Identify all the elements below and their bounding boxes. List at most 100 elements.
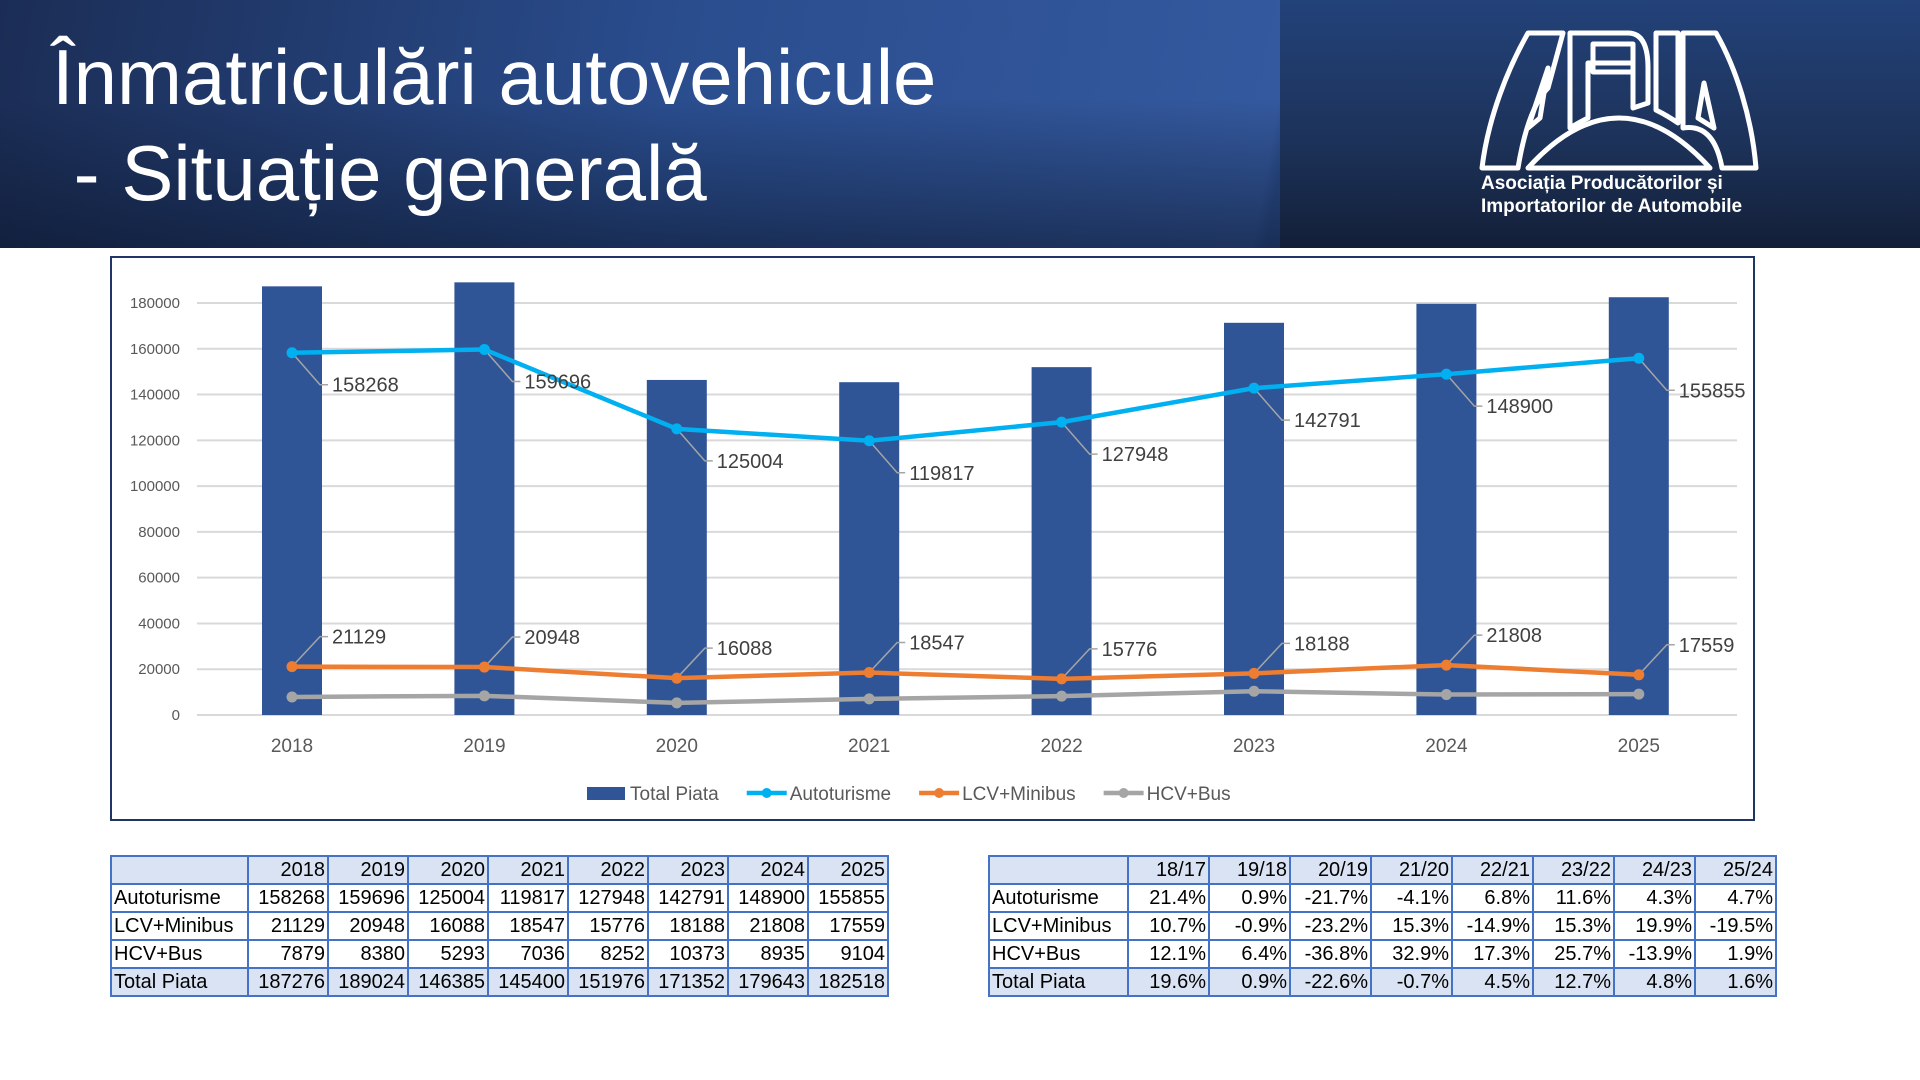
row-label xyxy=(988,855,1129,885)
table-cell: 8252 xyxy=(567,939,649,969)
logo-panel xyxy=(1280,0,1920,248)
x-tick-label: 2021 xyxy=(848,736,890,757)
data-label-autoturisme: 158268 xyxy=(332,375,399,397)
data-label-leader xyxy=(1253,642,1290,674)
y-tick-label: 0 xyxy=(172,707,180,724)
table-cell: 25/24 xyxy=(1694,855,1777,885)
bar-total-piata xyxy=(646,379,707,715)
data-label-leader xyxy=(868,641,906,674)
y-tick-label: 120000 xyxy=(130,432,180,449)
line-autoturisme xyxy=(291,347,1639,444)
table-cell: 187276 xyxy=(247,967,329,997)
table-cell: 20948 xyxy=(327,911,409,941)
table-header-row: 2018 2019 2020 2021 2022 2023 2024 2025 xyxy=(110,855,889,885)
table-cell: 1.9% xyxy=(1694,939,1777,969)
data-label-leader xyxy=(483,348,521,383)
row-label: Autoturisme xyxy=(110,883,249,913)
table-cell: 25.7% xyxy=(1532,939,1615,969)
point-hcv-bus xyxy=(478,690,490,702)
table-cell: 146385 xyxy=(407,967,489,997)
table-cell: 9104 xyxy=(807,939,889,969)
table-cell: 171352 xyxy=(647,967,729,997)
bar-total-piata xyxy=(839,382,900,715)
legend-swatch-total-piata xyxy=(587,787,625,800)
table-cell: 127948 xyxy=(567,883,649,913)
logo-caption-line2: Importatorilor de Automobile xyxy=(1481,196,1743,217)
data-label-leader xyxy=(291,352,328,386)
x-tick-label: 2025 xyxy=(1618,736,1660,757)
table-cell: 159696 xyxy=(327,883,409,913)
table-row: Autoturisme 158268 159696 125004 119817 12794… xyxy=(110,883,889,913)
data-label-leader xyxy=(1061,648,1098,680)
data-label-leader xyxy=(1253,387,1290,421)
data-label-leader xyxy=(676,647,713,679)
data-label-lcv-minibus: 21808 xyxy=(1486,625,1542,647)
point-autoturisme xyxy=(863,435,875,447)
table-row: HCV+Bus 7879 8380 5293 7036 8252 10373 8935 9104 xyxy=(110,939,889,969)
table-cell: 4.3% xyxy=(1613,883,1696,913)
legend-marker-lcv-minibus xyxy=(934,788,945,798)
data-label-leader xyxy=(1638,644,1675,676)
point-hcv-bus xyxy=(1056,690,1068,702)
table-cell: 125004 xyxy=(407,883,489,913)
legend-label-hcv-bus: HCV+Bus xyxy=(1147,784,1231,805)
y-tick-label: 20000 xyxy=(138,661,180,678)
table-cell: 19.9% xyxy=(1613,911,1696,941)
table-cell: 2021 xyxy=(487,855,569,885)
table-cell: 4.7% xyxy=(1694,883,1777,913)
table-cell: 8935 xyxy=(727,939,809,969)
data-label-leader xyxy=(291,635,328,668)
line-lcv-minibus xyxy=(291,662,1639,682)
point-lcv-minibus xyxy=(671,672,683,684)
data-label-lcv-minibus: 20948 xyxy=(524,627,580,649)
data-label-lcv-minibus: 17559 xyxy=(1679,635,1735,657)
point-hcv-bus xyxy=(863,693,875,705)
table-cell: 145400 xyxy=(487,967,569,997)
data-label-autoturisme: 159696 xyxy=(524,371,591,393)
table-cell: 23/22 xyxy=(1532,855,1615,885)
data-label-autoturisme: 142791 xyxy=(1294,410,1361,432)
table-row: HCV+Bus 12.1% 6.4% -36.8% 32.9% 17.3% 25.7% -13… xyxy=(988,939,1777,969)
data-label-lcv-minibus: 15776 xyxy=(1102,639,1158,661)
apia-logo xyxy=(1479,30,1759,171)
table-cell: -19.5% xyxy=(1694,911,1777,941)
table-cell: 142791 xyxy=(647,883,729,913)
table-cell: 15.3% xyxy=(1532,911,1615,941)
table-cell: 15776 xyxy=(567,911,649,941)
row-label: HCV+Bus xyxy=(988,939,1129,969)
point-lcv-minibus xyxy=(863,667,875,679)
point-autoturisme xyxy=(671,423,683,435)
table-cell: 32.9% xyxy=(1370,939,1453,969)
data-label-leader xyxy=(868,440,906,474)
table-cell: 19.6% xyxy=(1127,967,1210,997)
page-title-line1: Înmatriculări autovehicule xyxy=(52,33,937,121)
table-cell: 1.6% xyxy=(1694,967,1777,997)
chart-container: 0 20000 40000 60000 80000 100000 120000 140000 1… xyxy=(110,256,1755,821)
table-cell: 24/23 xyxy=(1613,855,1696,885)
x-tick-label: 2023 xyxy=(1233,736,1275,757)
table-cell: 2024 xyxy=(727,855,809,885)
y-tick-label: 40000 xyxy=(138,615,180,632)
table-cell: 7036 xyxy=(487,939,569,969)
page-title-line2: - Situație generală xyxy=(52,129,707,217)
row-label: Total Piata xyxy=(988,967,1129,997)
table-cell: 10373 xyxy=(647,939,729,969)
table-cell: 20/19 xyxy=(1289,855,1372,885)
data-label-leader xyxy=(1638,357,1675,392)
data-label-leader xyxy=(1061,421,1098,455)
row-label: LCV+Minibus xyxy=(110,911,249,941)
table-cell: 189024 xyxy=(327,967,409,997)
x-tick-label: 2019 xyxy=(463,736,505,757)
table-cell: -0.7% xyxy=(1370,967,1453,997)
point-autoturisme xyxy=(1248,382,1260,394)
point-lcv-minibus xyxy=(1633,669,1645,681)
table-cell: 12.1% xyxy=(1127,939,1210,969)
point-hcv-bus xyxy=(671,697,683,709)
table-cell: 158268 xyxy=(247,883,329,913)
row-label: HCV+Bus xyxy=(110,939,249,969)
row-label: LCV+Minibus xyxy=(988,911,1129,941)
registrations-table: 2018 2019 2020 2021 2022 2023 2024 2025 Autoturi… xyxy=(110,855,889,997)
table-cell: 2018 xyxy=(247,855,329,885)
table-cell: 182518 xyxy=(807,967,889,997)
data-label-autoturisme: 127948 xyxy=(1102,444,1169,466)
